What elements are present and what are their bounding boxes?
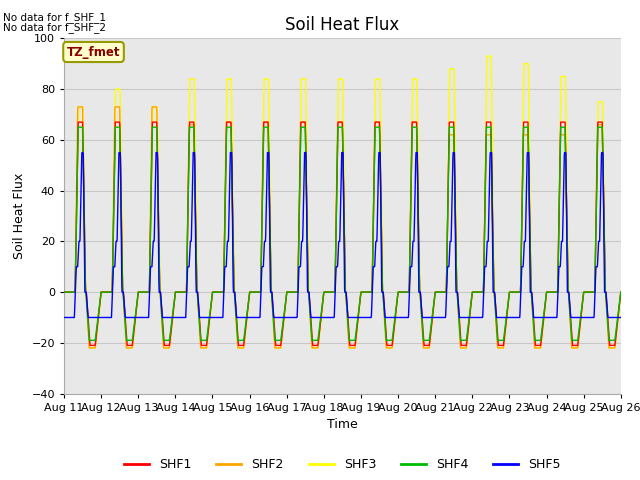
SHF5 — [584, 314, 591, 320]
Line: SHF1: SHF1 — [64, 122, 621, 346]
SHF3 — [86, 345, 93, 351]
SHF5 — [568, 314, 575, 320]
SHF3 — [568, 343, 576, 349]
SHF5 — [371, 262, 379, 268]
SHF1 — [617, 289, 625, 295]
SHF3 — [483, 53, 491, 59]
SHF3 — [371, 124, 379, 130]
SHF2 — [568, 345, 576, 351]
SHF2 — [505, 297, 513, 303]
SHF5 — [359, 314, 367, 320]
SHF4 — [568, 337, 576, 343]
SHF2 — [85, 345, 93, 351]
SHF5 — [78, 150, 86, 156]
SHF4 — [505, 296, 513, 302]
SHF1 — [584, 289, 591, 295]
SHF3 — [584, 289, 591, 295]
SHF4 — [74, 124, 82, 130]
Text: No data for f_SHF_1: No data for f_SHF_1 — [3, 12, 106, 23]
SHF5 — [216, 314, 223, 320]
SHF2 — [617, 289, 625, 295]
SHF1 — [505, 297, 513, 302]
SHF1 — [74, 119, 82, 125]
SHF3 — [359, 289, 367, 295]
SHF4 — [85, 337, 93, 343]
SHF5 — [504, 314, 512, 320]
Text: TZ_fmet: TZ_fmet — [67, 46, 120, 59]
Line: SHF2: SHF2 — [64, 107, 621, 348]
SHF4 — [617, 289, 625, 295]
SHF2 — [359, 289, 367, 295]
Line: SHF3: SHF3 — [64, 56, 621, 348]
X-axis label: Time: Time — [327, 418, 358, 431]
SHF4 — [60, 289, 68, 295]
Line: SHF5: SHF5 — [64, 153, 621, 317]
SHF4 — [216, 289, 223, 295]
SHF1 — [568, 336, 576, 341]
SHF1 — [86, 343, 94, 348]
SHF4 — [584, 289, 591, 295]
SHF1 — [60, 289, 68, 295]
SHF3 — [60, 289, 68, 295]
SHF5 — [617, 314, 625, 320]
Line: SHF4: SHF4 — [64, 127, 621, 340]
Y-axis label: Soil Heat Flux: Soil Heat Flux — [13, 173, 26, 259]
Title: Soil Heat Flux: Soil Heat Flux — [285, 16, 399, 34]
SHF3 — [505, 297, 513, 303]
SHF2 — [216, 289, 223, 295]
SHF1 — [216, 289, 223, 295]
SHF2 — [74, 104, 82, 110]
SHF2 — [371, 119, 379, 125]
SHF2 — [60, 289, 68, 295]
SHF1 — [371, 121, 379, 127]
SHF4 — [359, 289, 367, 295]
Legend: SHF1, SHF2, SHF3, SHF4, SHF5: SHF1, SHF2, SHF3, SHF4, SHF5 — [119, 453, 566, 476]
SHF2 — [584, 289, 591, 295]
SHF5 — [60, 314, 68, 320]
SHF1 — [359, 289, 367, 295]
SHF3 — [216, 289, 223, 295]
SHF4 — [371, 127, 379, 132]
SHF3 — [617, 289, 625, 295]
Text: No data for f_SHF_2: No data for f_SHF_2 — [3, 22, 106, 33]
